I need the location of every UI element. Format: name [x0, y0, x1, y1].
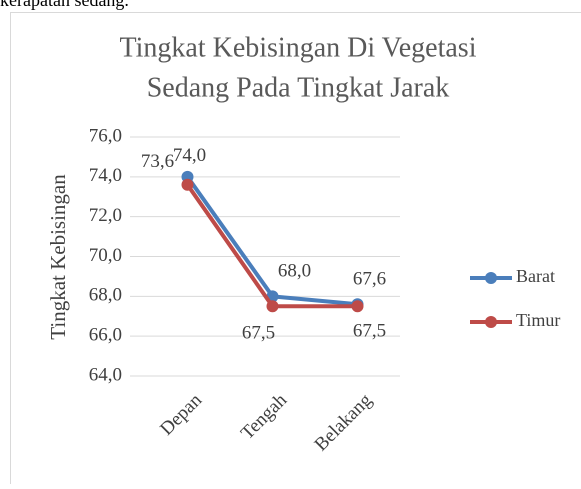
y-axis-title: Tingkat Kebisingan [46, 174, 70, 340]
y-tick-label: 74,0 [89, 165, 122, 186]
y-tick-label: 70,0 [89, 245, 122, 266]
data-label: 74,0 [173, 145, 206, 166]
data-label: 68,0 [278, 261, 311, 282]
y-tick-label: 76,0 [89, 125, 122, 146]
data-label: 67,6 [353, 269, 386, 290]
data-label: 73,6 [141, 151, 174, 172]
data-label: 67,5 [242, 323, 275, 344]
y-tick-label: 72,0 [89, 205, 122, 226]
y-tick-label: 66,0 [89, 325, 122, 346]
marker [352, 300, 364, 312]
legend-marker [485, 316, 497, 328]
chart-title: Sedang Pada Tingkat Jarak [147, 72, 450, 103]
legend-label: Barat [516, 266, 555, 286]
chart-title: Tingkat Kebisingan Di Vegetasi [120, 32, 477, 63]
marker [182, 179, 194, 191]
page-text: kerapatan sedang. [0, 0, 129, 10]
y-tick-label: 64,0 [89, 364, 122, 385]
data-label: 67,5 [353, 321, 386, 342]
legend-marker [485, 272, 497, 284]
y-tick-label: 68,0 [89, 285, 122, 306]
marker [267, 300, 279, 312]
legend-label: Timur [516, 310, 560, 330]
